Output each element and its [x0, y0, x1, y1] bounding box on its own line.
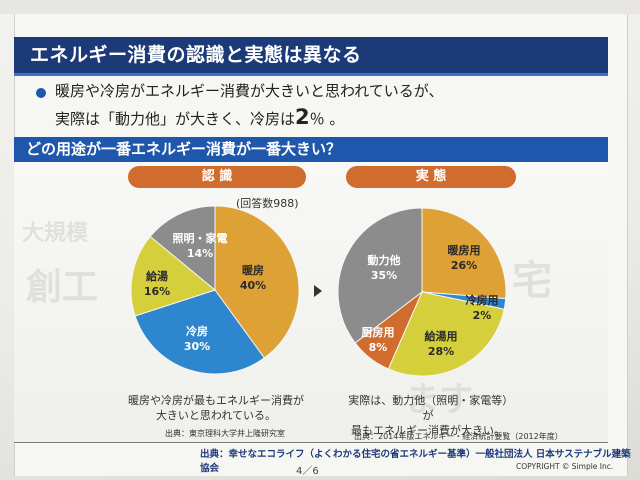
pie-slice	[387, 291, 505, 377]
perception-source: 出典：東京理科大学井上隆研究室	[165, 429, 285, 438]
reality-note-line-1: 実際は、動力他（照明・家電等）が	[348, 394, 508, 422]
respondent-count: (回答数988)	[236, 197, 299, 210]
pie-slice	[421, 207, 507, 300]
perception-pie-chart: 暖房 40% 冷房 30% 給湯 16% 照明・家電 14%	[130, 205, 300, 375]
pie-slice	[149, 205, 216, 292]
pie-slice	[134, 289, 266, 375]
bleed-through-text: 大規模	[22, 221, 89, 246]
title-accent-line	[14, 73, 608, 76]
perception-note-line-2: 大きいと思われている。	[155, 409, 277, 422]
slice-label: 冷房用	[466, 293, 499, 307]
bullet-icon	[36, 88, 46, 98]
bullet-line-1: 暖房や冷房がエネルギー消費が大きいと思われているが、	[55, 82, 444, 100]
slice-value-label: 8%	[369, 341, 388, 354]
footer-source: 出典：幸せなエコライフ（よくわかる住宅の省エネルギー基準）一般社団法人 日本サス…	[200, 449, 631, 474]
pie-slice	[130, 235, 217, 317]
slice-value-label: 16%	[144, 285, 170, 298]
slice-value-label: 28%	[428, 345, 454, 358]
footer-divider	[14, 442, 608, 443]
slice-label: 給湯用	[425, 329, 458, 343]
pie-slice	[337, 207, 423, 344]
slice-value-label: 2%	[473, 309, 492, 322]
previous-page-edge	[0, 0, 640, 14]
slice-label: 暖房	[242, 263, 264, 277]
slice-label: 暖房用	[448, 243, 481, 257]
pie-slice	[214, 205, 300, 359]
bullet-line-2-text: 実際は「動力他」が大きく、冷房は	[55, 110, 296, 128]
bullet-line-2: 実際は「動力他」が大きく、冷房は2％ 。	[55, 105, 344, 129]
bleed-through-text: 創工	[26, 267, 99, 308]
arrow-right-icon	[314, 285, 322, 297]
slide-title: エネルギー消費の認識と実態は異なる	[14, 37, 608, 73]
copyright: COPYRIGHT © Simple Inc.	[516, 462, 614, 471]
reality-chart-title: 実 態	[346, 166, 516, 188]
slice-value-label: 40%	[240, 279, 266, 292]
chart-area	[14, 162, 608, 442]
slice-value-label: 14%	[187, 247, 213, 260]
slice-label: 厨房用	[362, 325, 395, 339]
slice-label: 照明・家電	[173, 231, 228, 245]
question-heading: どの用途が一番エネルギー消費が一番大きい？	[14, 137, 608, 162]
reality-note-line-2: 最もエネルギー消費が大きい。	[351, 424, 505, 437]
cooling-share-value: 2	[295, 105, 310, 129]
slice-value-label: 30%	[184, 340, 210, 353]
slice-value-label: 35%	[371, 269, 397, 282]
slice-label: 給湯	[146, 269, 168, 283]
perception-note-line-1: 暖房や冷房が最もエネルギー消費が	[128, 394, 304, 407]
slice-label: 冷房	[186, 324, 208, 338]
slice-value-label: 26%	[451, 259, 477, 272]
page-number: 4／6	[296, 466, 319, 477]
bleed-through-text: ます	[405, 380, 473, 420]
reality-pie-chart: 暖房用 26% 冷房用 2% 給湯用 28% 厨房用 8% 動力他 35%	[337, 207, 507, 377]
reality-note: 実際は、動力他（照明・家電等）が最もエネルギー消費が大きい。	[348, 393, 508, 438]
bleed-through-text: 宅	[512, 258, 552, 304]
slice-label: 動力他	[368, 253, 401, 267]
bullet-line-2-suffix: ％ 。	[309, 110, 345, 128]
reality-source: 出典：2014年版エネルギー・経済統計要覧（2012年度）	[354, 432, 563, 441]
perception-chart-title: 認 識	[128, 166, 306, 188]
perception-note: 暖房や冷房が最もエネルギー消費が 大きいと思われている。	[128, 393, 304, 423]
